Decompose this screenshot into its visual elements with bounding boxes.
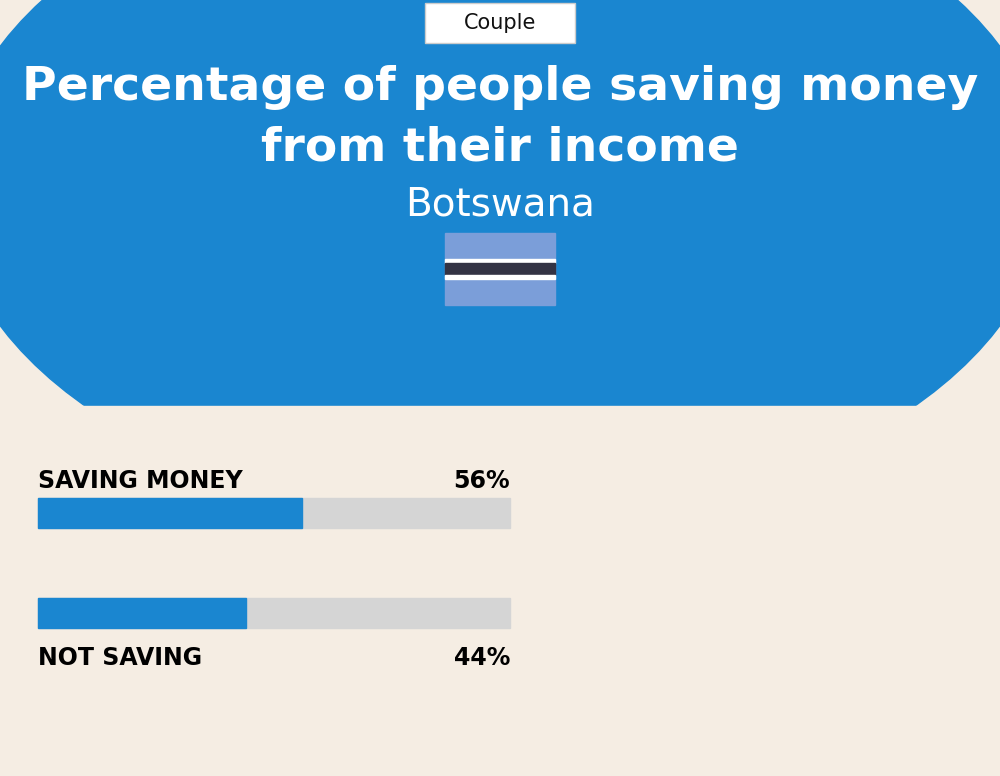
Text: from their income: from their income bbox=[261, 126, 739, 171]
Bar bbox=[445, 258, 555, 262]
Text: 44%: 44% bbox=[454, 646, 510, 670]
Text: NOT SAVING: NOT SAVING bbox=[38, 646, 202, 670]
Bar bbox=[38, 598, 510, 628]
Text: 56%: 56% bbox=[453, 469, 510, 493]
Text: SAVING MONEY: SAVING MONEY bbox=[38, 469, 243, 493]
Ellipse shape bbox=[0, 0, 1000, 521]
Bar bbox=[445, 275, 555, 279]
Text: Couple: Couple bbox=[464, 13, 536, 33]
FancyBboxPatch shape bbox=[425, 3, 575, 43]
Text: Percentage of people saving money: Percentage of people saving money bbox=[22, 65, 978, 110]
Text: Botswana: Botswana bbox=[405, 186, 595, 224]
Bar bbox=[445, 233, 555, 305]
Bar bbox=[38, 498, 302, 528]
Bar bbox=[0, 406, 1000, 776]
Bar bbox=[38, 598, 246, 628]
Bar bbox=[38, 498, 510, 528]
Bar bbox=[445, 262, 555, 275]
